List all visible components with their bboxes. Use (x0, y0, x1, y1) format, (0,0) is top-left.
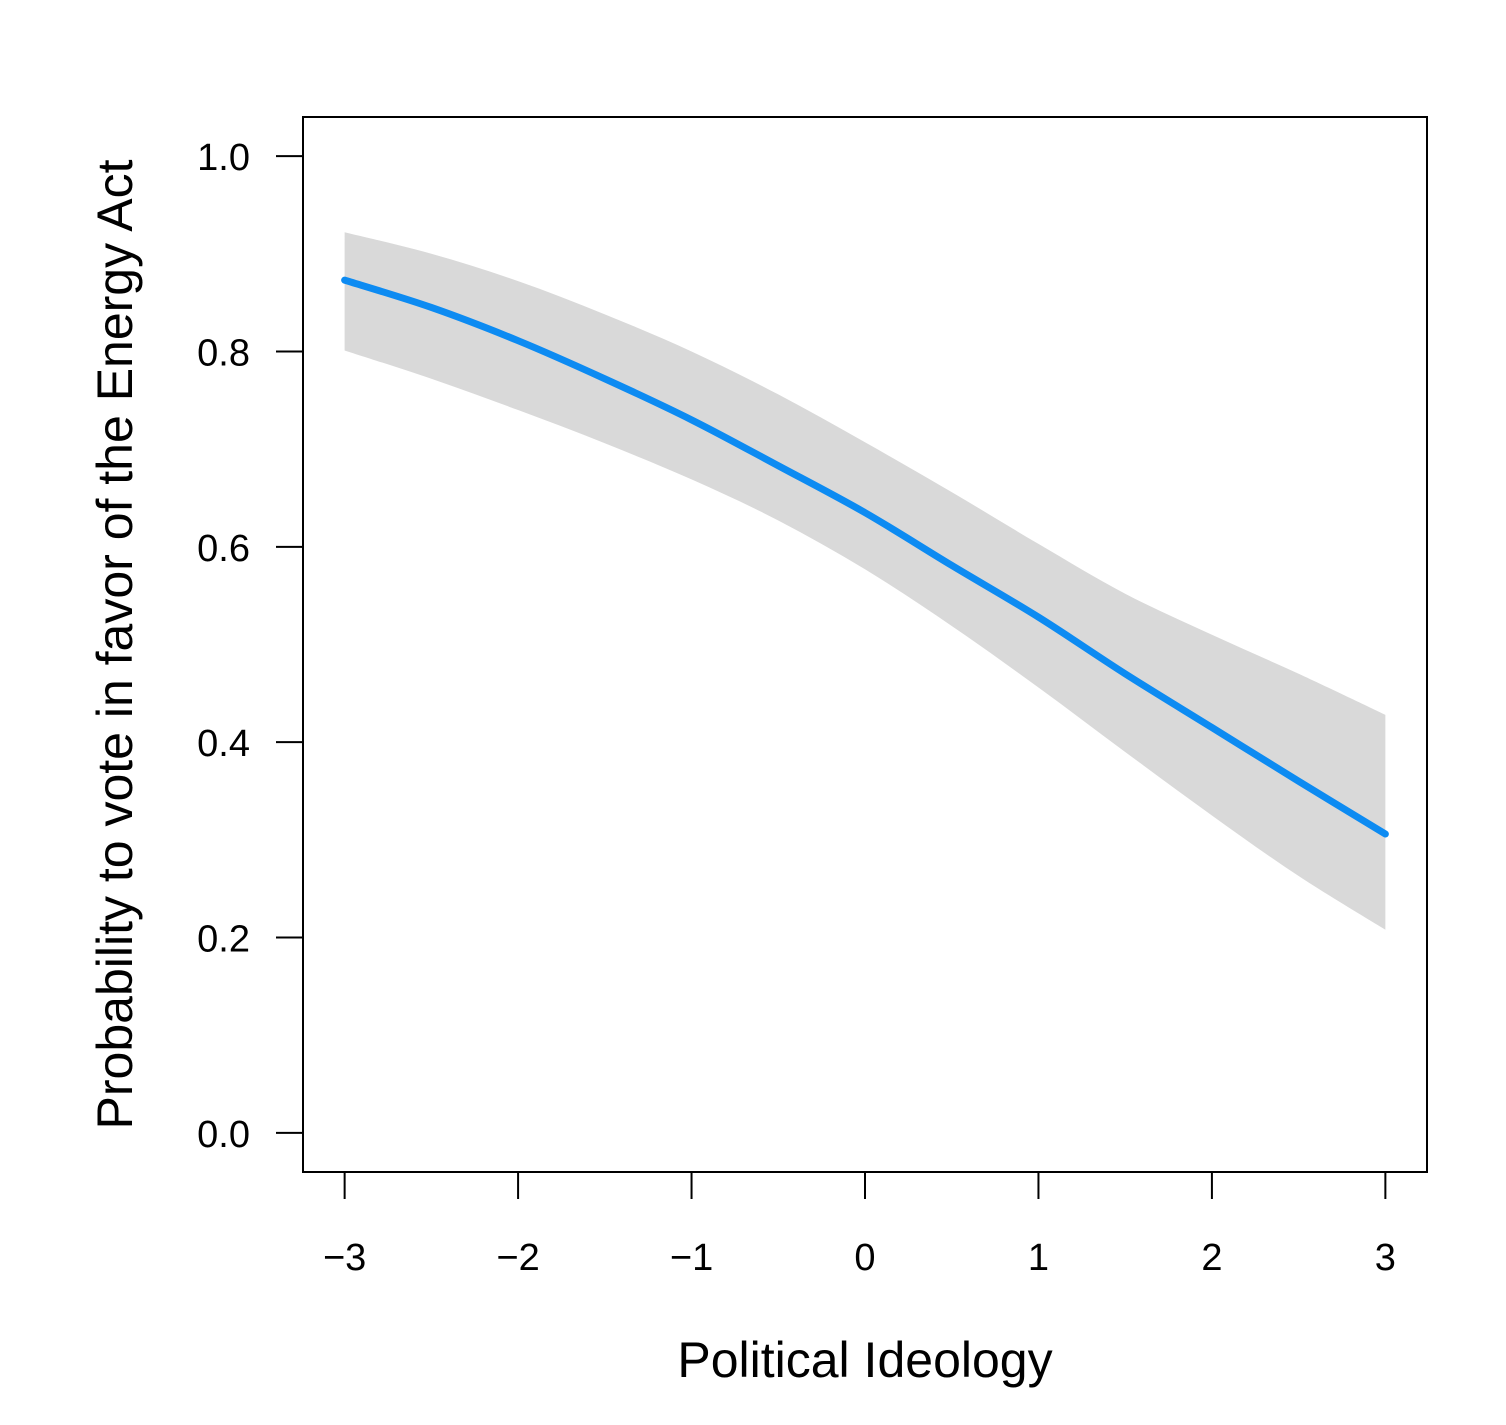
confidence-band-0 (344, 232, 1386, 930)
x-tick-label: 0 (854, 1237, 875, 1279)
x-axis: −3 −2 −1 0 1 2 3 (323, 1171, 1396, 1279)
line-layer (341, 276, 1389, 838)
y-tick-label: 0.0 (197, 1114, 250, 1156)
x-tick-label: 1 (1028, 1237, 1049, 1279)
y-tick-label: 0.6 (197, 528, 250, 570)
y-axis: 0.0 0.2 0.4 0.6 0.8 1.0 (197, 137, 304, 1156)
y-tick-label: 0.4 (197, 723, 250, 765)
y-tick-label: 0.2 (197, 919, 250, 961)
x-tick-label: 2 (1201, 1237, 1222, 1279)
x-tick-label: −1 (670, 1237, 713, 1279)
x-axis-title: Political Ideology (677, 1332, 1052, 1388)
x-tick-label: 3 (1375, 1237, 1396, 1279)
series-line-0 (341, 276, 1389, 838)
y-tick-label: 0.8 (197, 332, 250, 374)
x-tick-label: −2 (496, 1237, 539, 1279)
x-tick-label: −3 (323, 1237, 366, 1279)
y-axis-title: Probability to vote in favor of the Ener… (87, 159, 143, 1129)
confidence-band-layer (344, 232, 1386, 930)
y-tick-label: 1.0 (197, 137, 250, 179)
